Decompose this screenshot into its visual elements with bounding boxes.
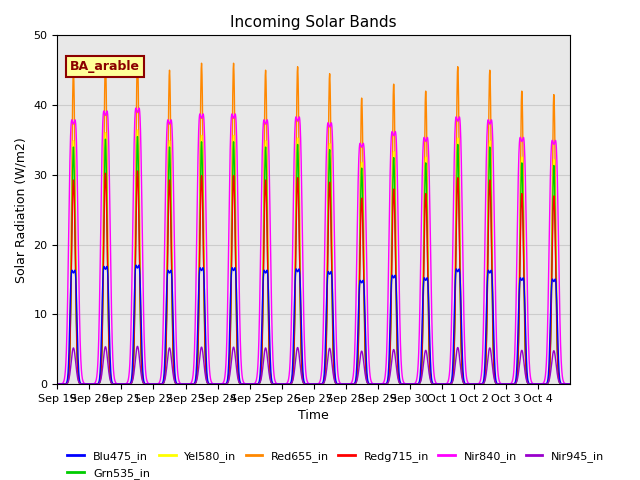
Blu475_in (424, 284, 432, 289)
Redg715_in (560, 381, 568, 387)
Grn535_in (560, 381, 568, 387)
Nir945_in (379, 381, 387, 387)
Redg715_in (566, 381, 573, 387)
Red655_in (560, 381, 568, 387)
Red655_in (424, 265, 432, 271)
Red655_in (379, 381, 387, 387)
Red655_in (457, 310, 465, 315)
Grn535_in (379, 381, 387, 387)
Nir840_in (457, 136, 465, 142)
Yel580_in (488, 221, 495, 227)
Yel580_in (560, 381, 568, 387)
Text: BA_arable: BA_arable (70, 60, 140, 73)
Yel580_in (159, 381, 166, 386)
Nir840_in (379, 380, 387, 386)
Nir840_in (424, 140, 432, 146)
Grn535_in (134, 133, 141, 139)
Blu475_in (566, 381, 573, 387)
Redg715_in (54, 381, 61, 387)
Yel580_in (457, 311, 465, 317)
Nir840_in (566, 381, 573, 387)
Line: Grn535_in: Grn535_in (58, 136, 570, 384)
Red655_in (134, 53, 141, 59)
Blu475_in (560, 381, 568, 387)
Yel580_in (134, 127, 141, 133)
Nir945_in (488, 355, 495, 360)
Nir945_in (560, 381, 568, 387)
Nir840_in (54, 381, 61, 387)
Redg715_in (379, 381, 387, 387)
Title: Incoming Solar Bands: Incoming Solar Bands (230, 15, 397, 30)
Nir945_in (457, 367, 465, 372)
Blu475_in (159, 380, 166, 386)
Nir945_in (566, 381, 573, 387)
Blu475_in (132, 262, 140, 268)
Line: Redg715_in: Redg715_in (58, 171, 570, 384)
Red655_in (159, 381, 166, 387)
Nir840_in (560, 380, 568, 385)
Nir945_in (54, 381, 61, 387)
Line: Red655_in: Red655_in (58, 56, 570, 384)
Yel580_in (379, 381, 387, 387)
Grn535_in (159, 381, 166, 387)
Grn535_in (488, 238, 495, 243)
Nir840_in (132, 105, 140, 111)
Grn535_in (566, 381, 573, 387)
Yel580_in (424, 277, 432, 283)
Line: Yel580_in: Yel580_in (58, 130, 570, 384)
Blu475_in (488, 268, 495, 274)
Nir945_in (134, 343, 141, 349)
Red655_in (54, 381, 61, 387)
Blu475_in (379, 381, 387, 387)
Redg715_in (159, 381, 166, 386)
Legend: Blu475_in, Grn535_in, Yel580_in, Red655_in, Redg715_in, Nir840_in, Nir945_in: Blu475_in, Grn535_in, Yel580_in, Red655_… (63, 447, 609, 480)
Line: Nir840_in: Nir840_in (58, 108, 570, 384)
Red655_in (566, 381, 573, 387)
Nir840_in (488, 117, 495, 123)
Grn535_in (54, 381, 61, 387)
Redg715_in (488, 247, 495, 253)
Red655_in (488, 191, 495, 196)
Nir945_in (159, 381, 166, 386)
Redg715_in (424, 294, 432, 300)
Line: Blu475_in: Blu475_in (58, 265, 570, 384)
Nir945_in (424, 362, 432, 368)
Blu475_in (457, 294, 465, 300)
Grn535_in (424, 294, 432, 300)
Yel580_in (54, 381, 61, 387)
Grn535_in (457, 327, 465, 333)
Redg715_in (457, 322, 465, 328)
Redg715_in (134, 168, 141, 174)
X-axis label: Time: Time (298, 409, 329, 422)
Y-axis label: Solar Radiation (W/m2): Solar Radiation (W/m2) (15, 137, 28, 283)
Blu475_in (54, 381, 61, 387)
Line: Nir945_in: Nir945_in (58, 346, 570, 384)
Yel580_in (566, 381, 573, 387)
Nir840_in (159, 348, 166, 354)
